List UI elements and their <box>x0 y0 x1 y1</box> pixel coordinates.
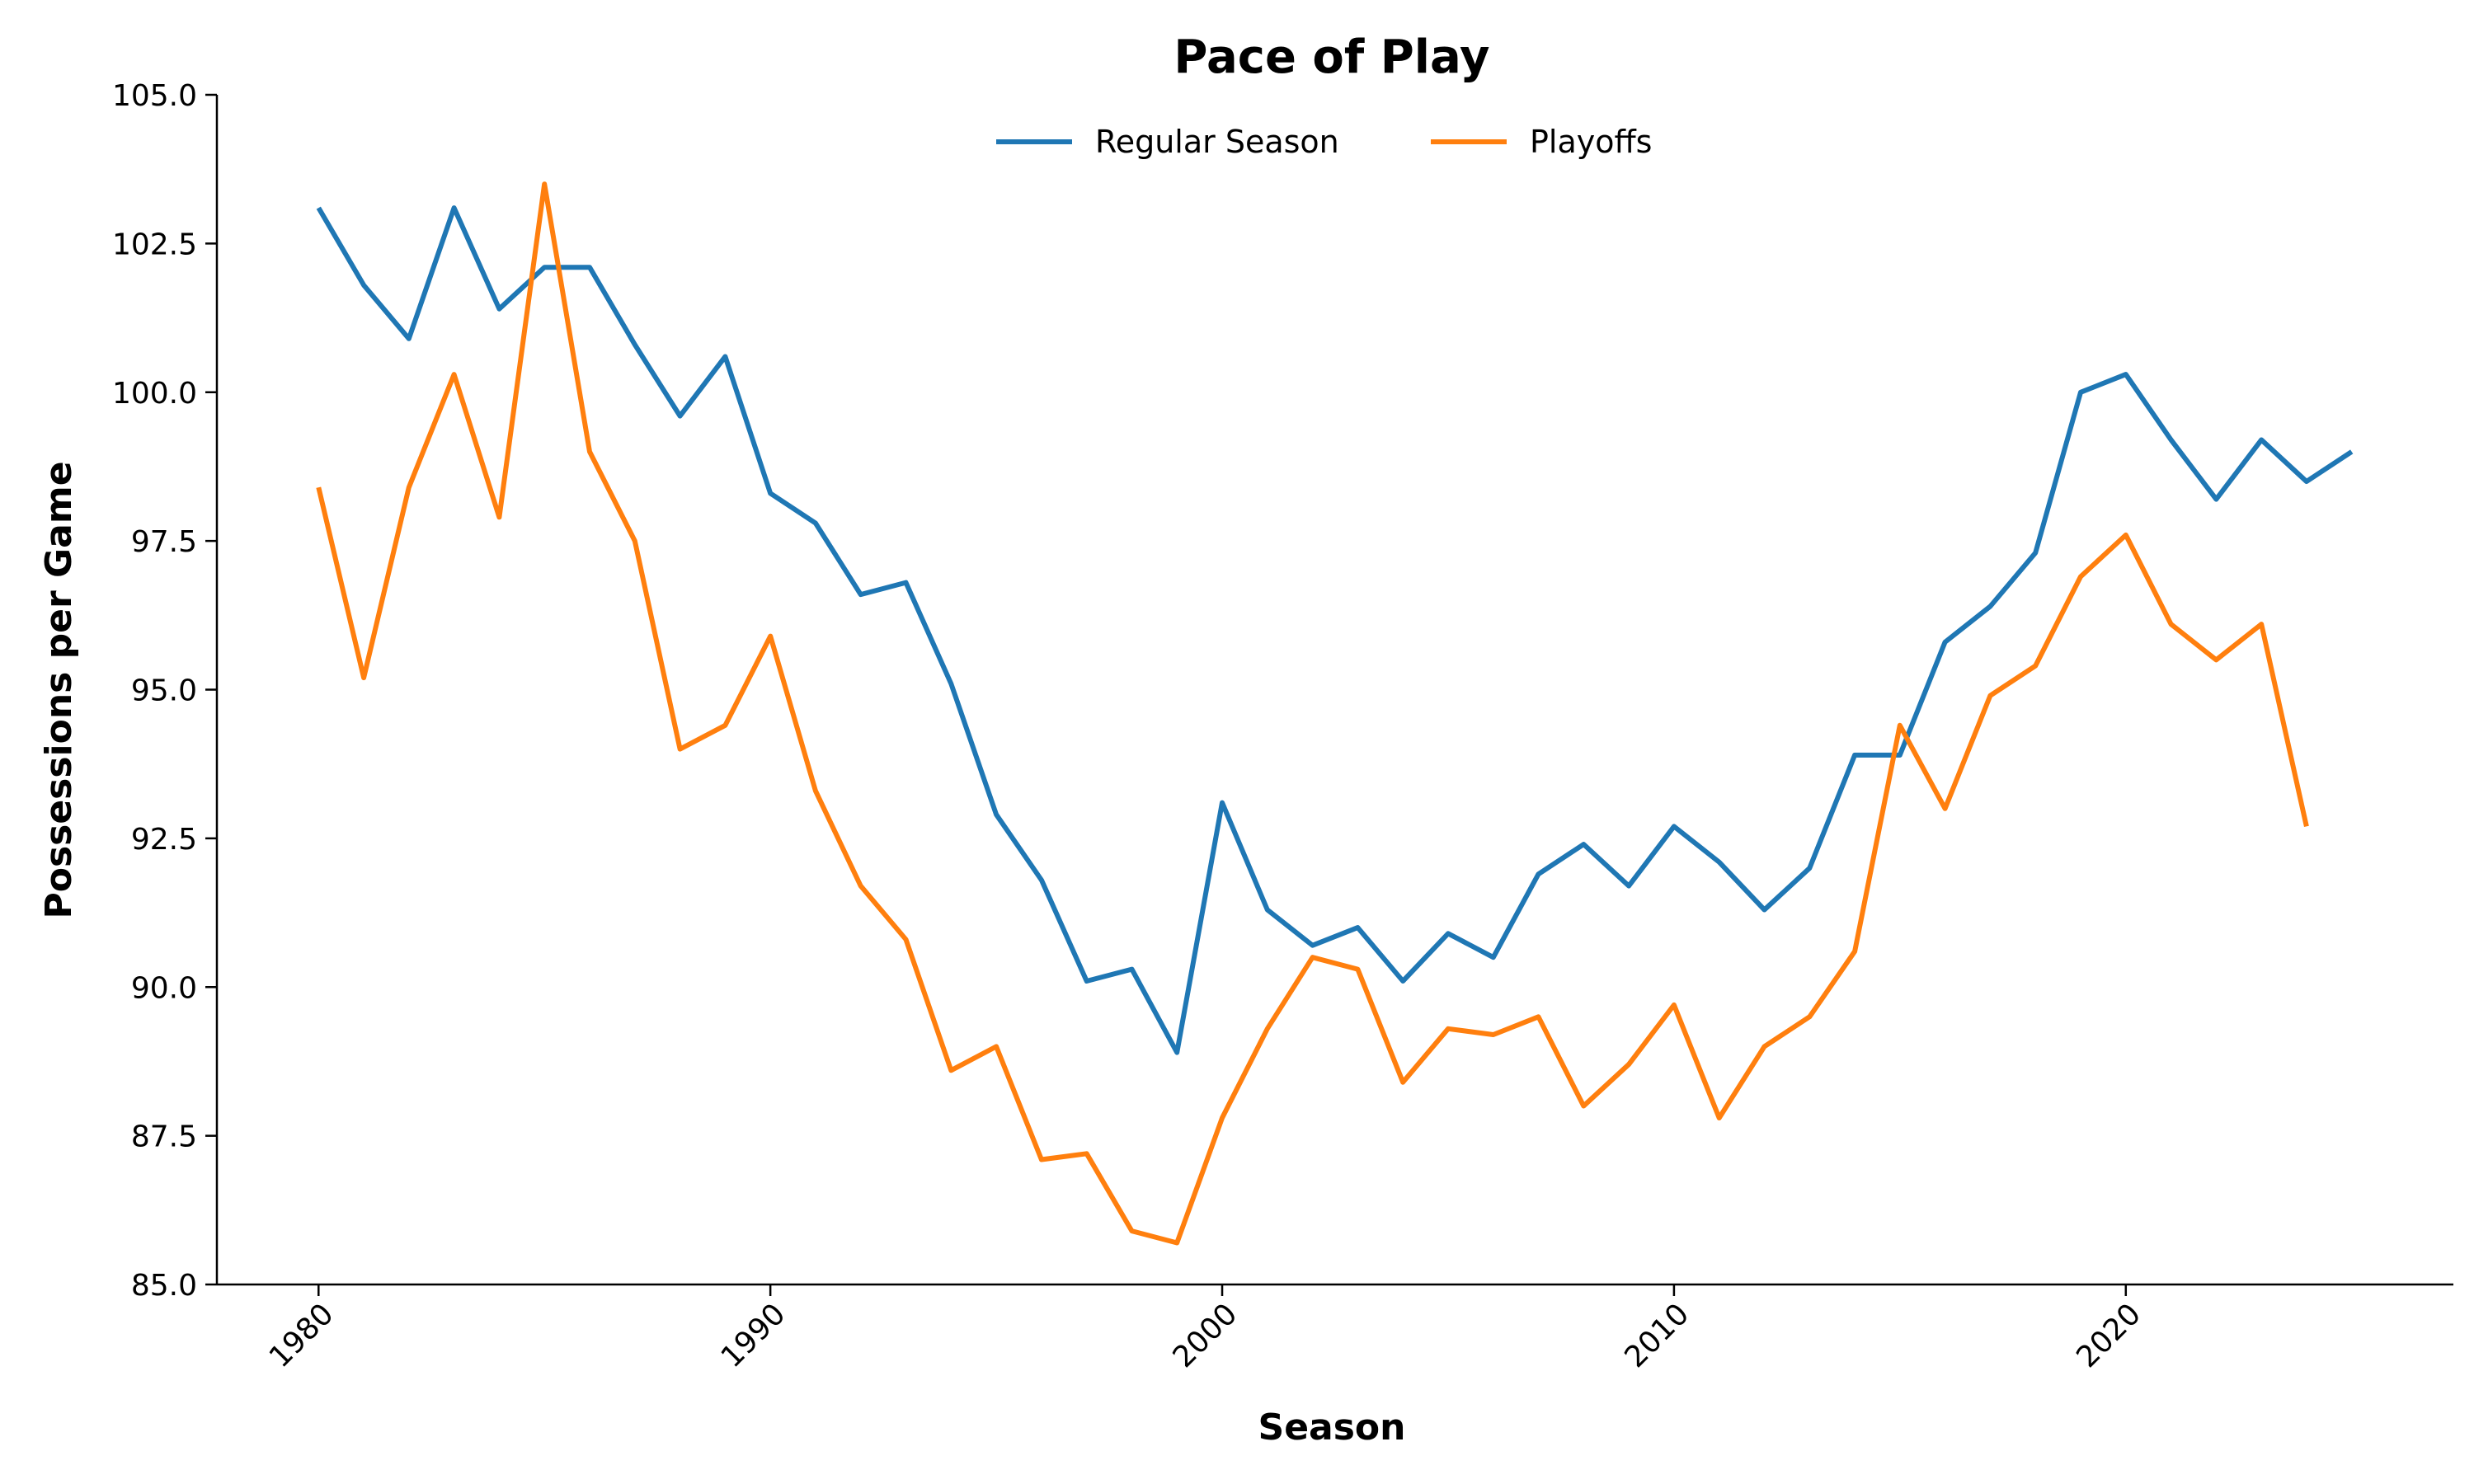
x-tick-label: 2000 <box>1167 1297 1244 1374</box>
y-tick-label: 90.0 <box>131 971 197 1005</box>
x-tick-label: 2020 <box>2070 1297 2147 1374</box>
y-tick-label: 87.5 <box>131 1120 197 1154</box>
legend-label: Playoffs <box>1530 124 1652 160</box>
legend: Regular Season Playoffs <box>996 124 1652 160</box>
x-tick-label: 1980 <box>263 1297 341 1374</box>
y-tick-label: 97.5 <box>131 525 197 559</box>
y-tick-label: 100.0 <box>112 377 197 411</box>
chart-title: Pace of Play <box>1174 31 1489 84</box>
y-tick-label: 92.5 <box>131 823 197 857</box>
x-axis-title: Season <box>1258 1407 1406 1449</box>
y-axis-title: Possessions per Game <box>38 461 80 918</box>
y-axis-ticks: 85.0 87.5 90.0 92.5 95.0 97.5 100.0 102.5 105.0 <box>112 79 217 1303</box>
series-lines <box>316 181 2354 1246</box>
y-tick-label: 102.5 <box>112 228 197 261</box>
x-tick-label: 2010 <box>1618 1297 1696 1374</box>
y-tick-label: 85.0 <box>131 1269 197 1303</box>
y-tick-label: 105.0 <box>112 79 197 113</box>
axes <box>215 95 2453 1286</box>
x-axis-ticks: 1980 1990 2000 2010 2020 <box>263 1284 2147 1374</box>
y-tick-label: 95.0 <box>131 674 197 708</box>
legend-label: Regular Season <box>1095 124 1339 160</box>
series-line-playoffs <box>316 181 2309 1246</box>
x-tick-label: 1990 <box>715 1297 793 1374</box>
series-line-regular-season <box>316 205 2354 1055</box>
